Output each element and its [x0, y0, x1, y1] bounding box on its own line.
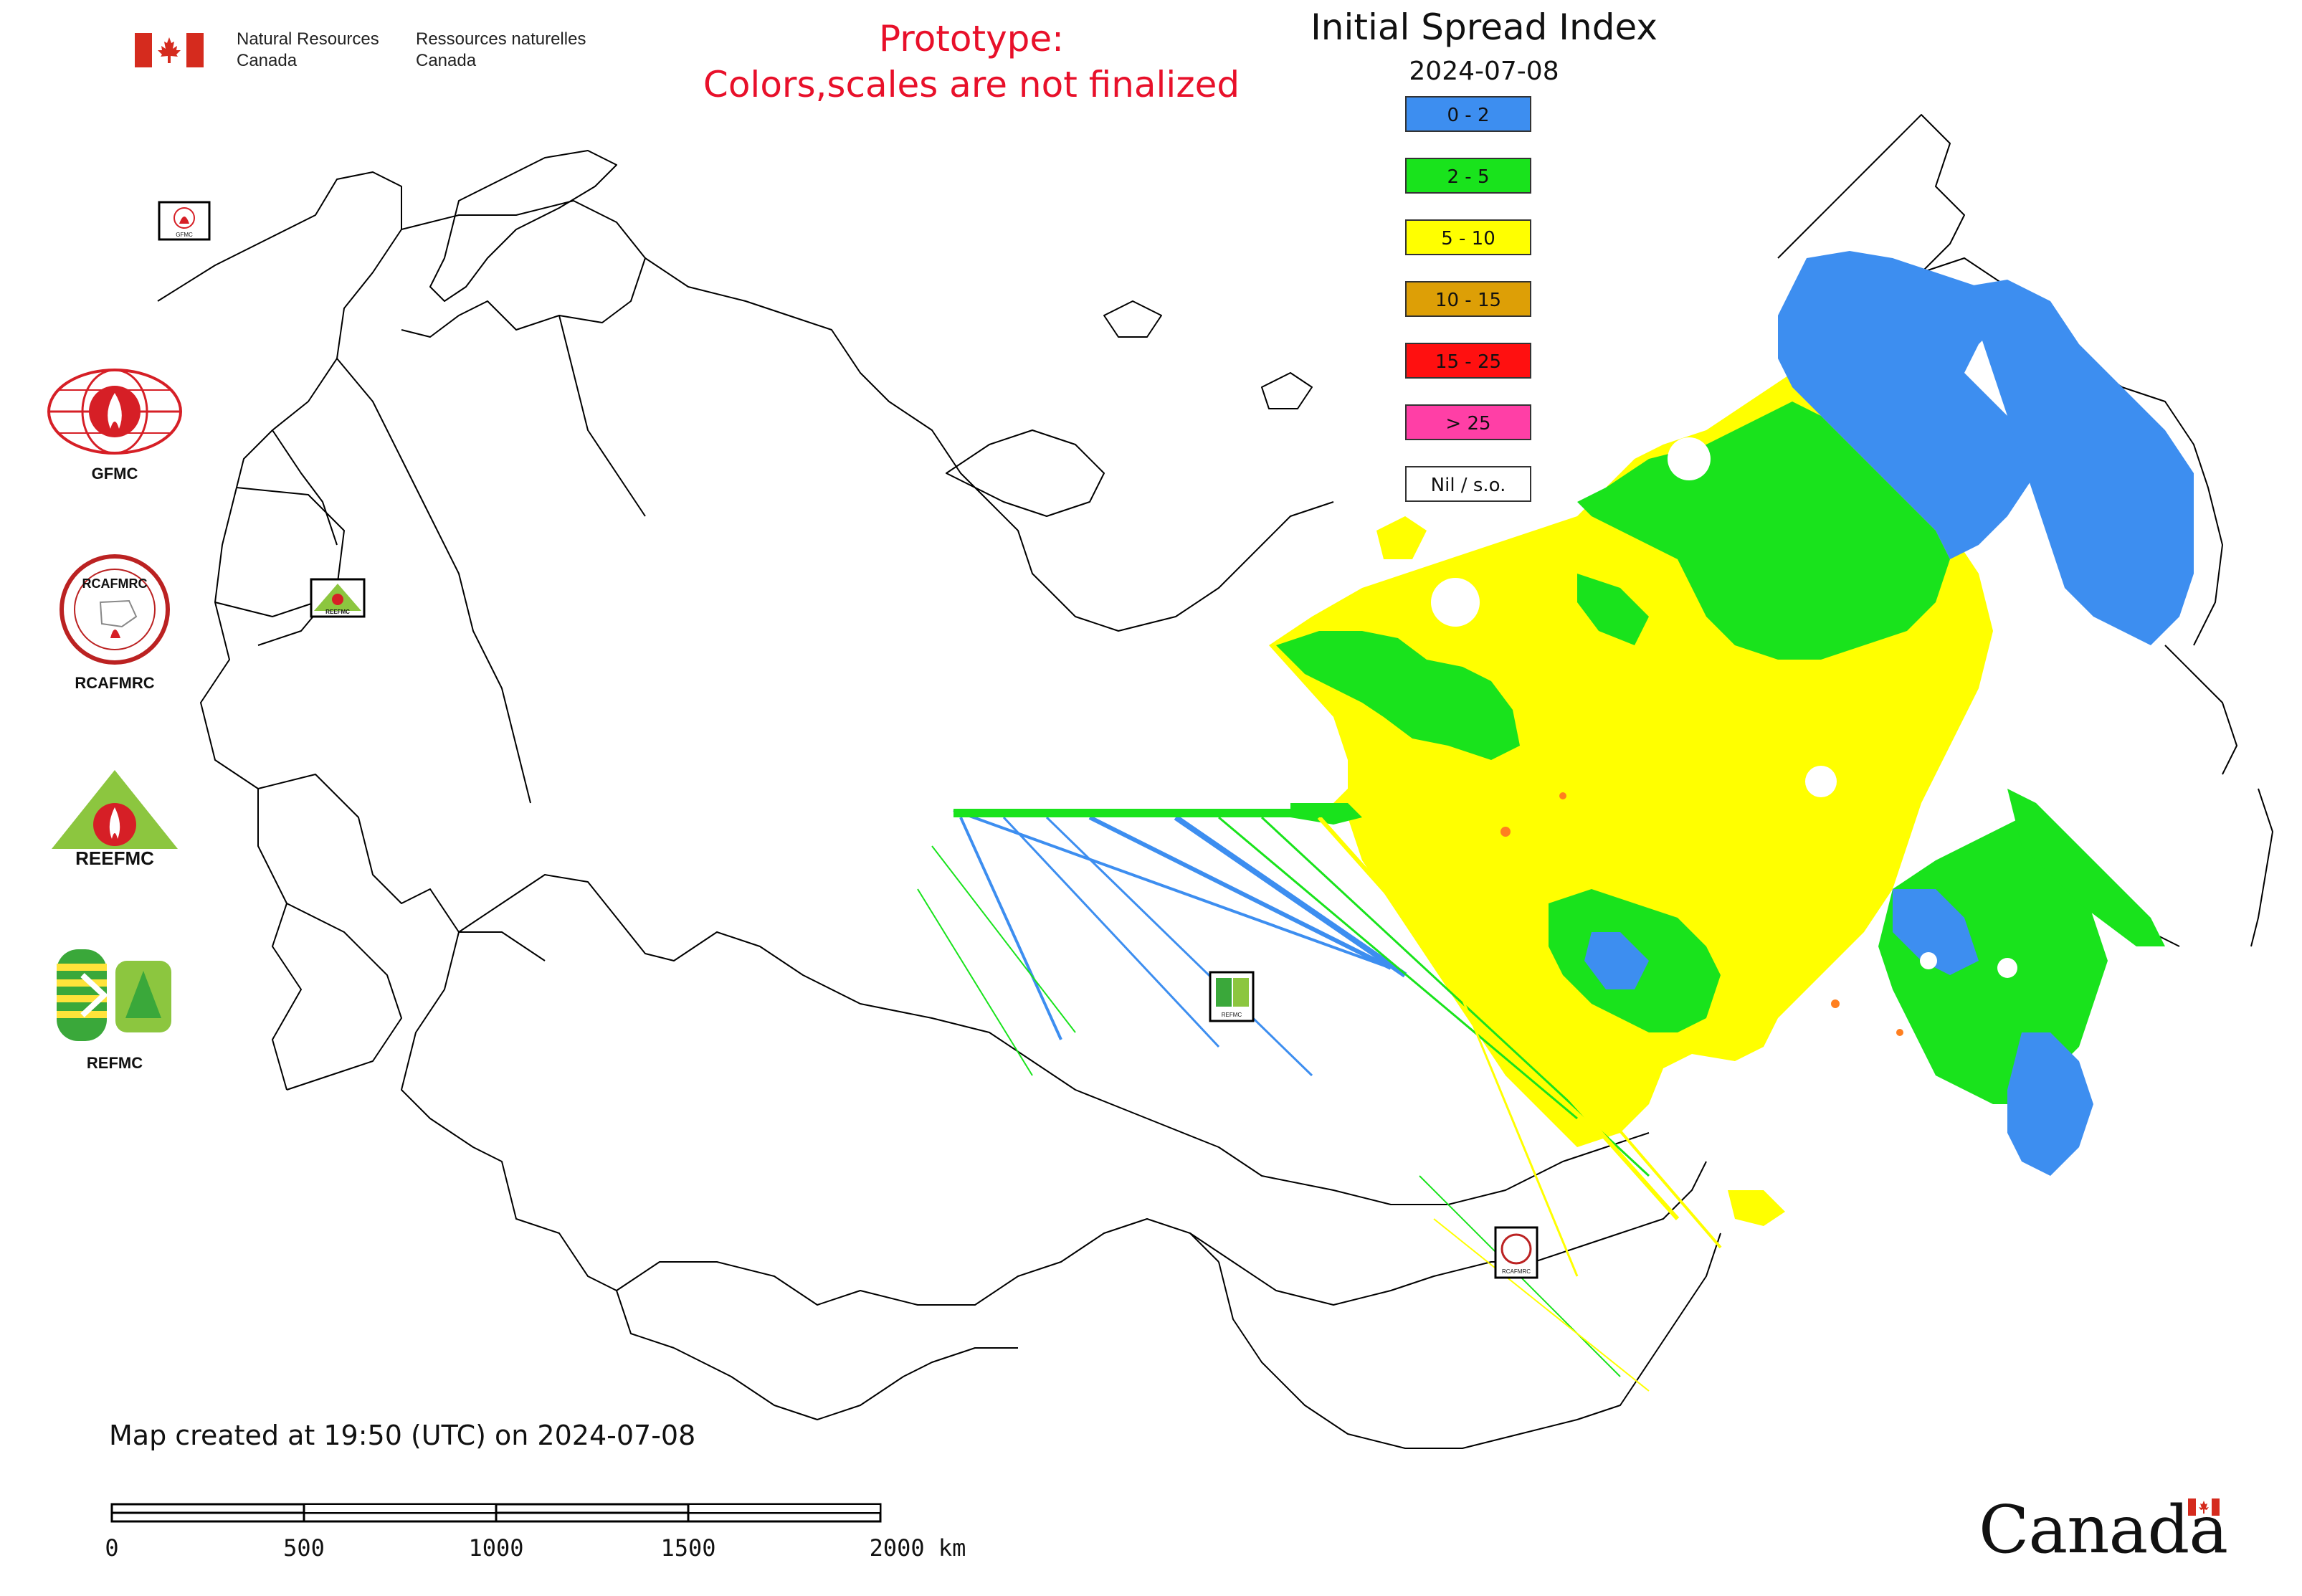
map-created-note: Map created at 19:50 (UTC) on 2024-07-08: [109, 1420, 696, 1451]
svg-text:GFMC: GFMC: [176, 232, 193, 238]
map-title: Initial Spread Index: [1311, 6, 1657, 48]
svg-text:REEFMC: REEFMC: [325, 609, 350, 615]
refmc-logo-icon: [57, 949, 171, 1041]
scale-label: 0: [105, 1534, 119, 1562]
scale-bar-graphic: [110, 1503, 882, 1523]
isi-colour-field: [917, 251, 2194, 1392]
legend-item: 5 - 10: [1405, 219, 1531, 255]
legend-item: 10 - 15: [1405, 281, 1531, 317]
legend-item: 0 - 2: [1405, 96, 1531, 132]
scale-label: 2000 km: [869, 1534, 966, 1562]
gov-name-english: Natural Resources Canada: [237, 29, 379, 70]
scale-bar: 0 500 1000 1500 2000 km: [100, 1498, 975, 1585]
refmc-marker-icon: REFMC: [1209, 971, 1255, 1022]
prototype-warning: Prototype: Colors,scales are not finaliz…: [703, 18, 1240, 105]
scale-label: 1500: [660, 1534, 716, 1562]
svg-text:RCAFMRC: RCAFMRC: [1502, 1268, 1531, 1275]
legend-item: 2 - 5: [1405, 158, 1531, 194]
gfmc-logo: GFMC: [29, 364, 201, 483]
country-boundaries: [157, 114, 2273, 1449]
wordmark-flag-icon: [2188, 1498, 2220, 1516]
scale-label: 1000: [468, 1534, 524, 1562]
canada-flag-icon: [135, 33, 204, 67]
svg-text:RCAFMRC: RCAFMRC: [82, 576, 148, 591]
svg-text:REEFMC: REEFMC: [75, 847, 154, 869]
reefmc-logo: REEFMC: [29, 767, 201, 878]
rcafmrc-logo: RCAFMRC RCAFMRC: [29, 552, 201, 693]
legend-item: > 25: [1405, 404, 1531, 440]
gfmc-marker-icon: GFMC: [158, 201, 211, 241]
canada-wordmark: Canada: [1979, 1491, 2228, 1568]
rcafmrc-logo-icon: RCAFMRC: [60, 554, 170, 665]
gfmc-logo-icon: [47, 369, 182, 455]
reefmc-logo-icon: REEFMC: [40, 770, 189, 869]
refmc-logo: REFMC: [29, 946, 201, 1073]
government-signature: Natural Resources Canada Ressources natur…: [135, 29, 608, 79]
scale-label: 500: [283, 1534, 325, 1562]
legend-item: Nil / s.o.: [1405, 466, 1531, 502]
gov-name-french: Ressources naturelles Canada: [416, 29, 586, 70]
svg-text:REFMC: REFMC: [1222, 1012, 1242, 1018]
rcafmrc-marker-icon: RCAFMRC: [1494, 1226, 1538, 1279]
legend-item: 15 - 25: [1405, 343, 1531, 379]
reefmc-marker-icon: REEFMC: [310, 578, 366, 618]
map-date: 2024-07-08: [1409, 57, 1559, 86]
